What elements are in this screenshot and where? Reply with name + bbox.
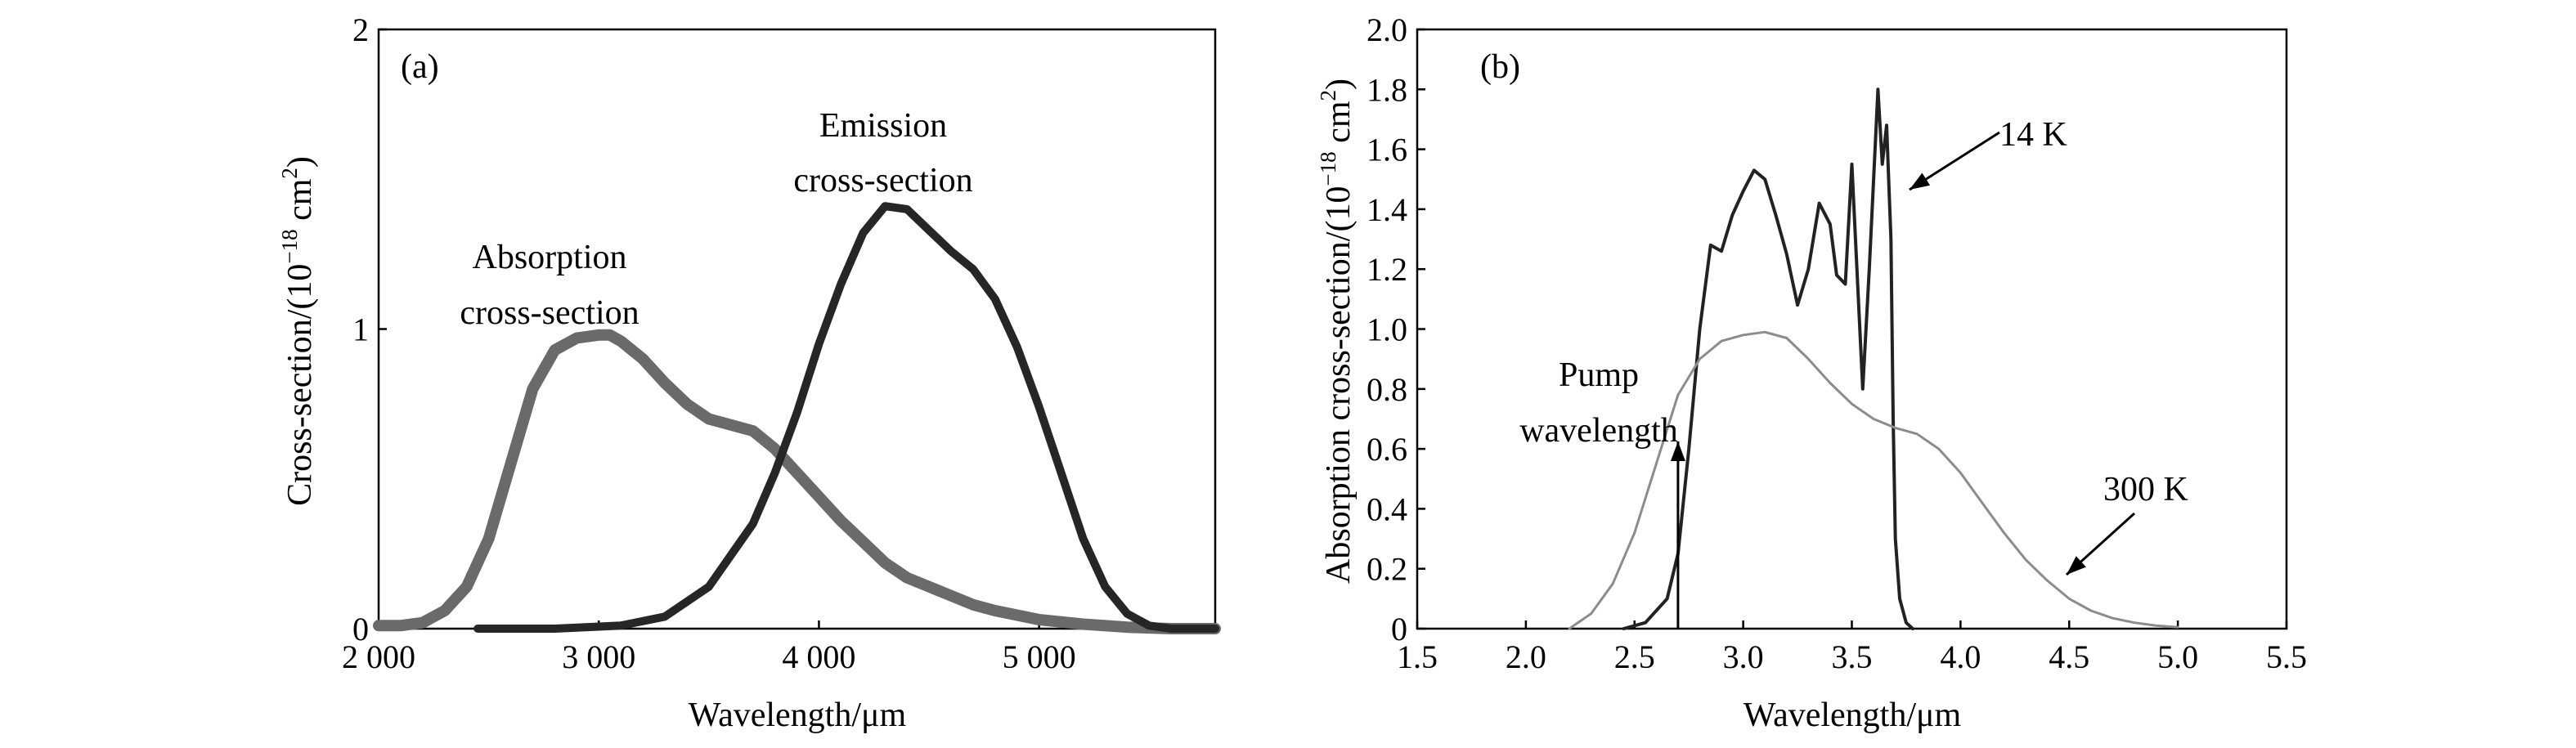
panel-a-curves [373, 202, 1221, 634]
x-tick-label: 4.0 [1940, 638, 1981, 675]
y-tick-label: 2.0 [1367, 11, 1407, 48]
x-tick-label: 1.5 [1397, 638, 1438, 675]
emission-annotation-line1: Emission [819, 107, 947, 145]
panel-b-ticks: 1.5 2.0 2.5 3.0 3.5 4.0 4.5 5.0 5.5 0 0.2 0.4 0.6 0.8… [1367, 11, 2307, 675]
x-tick-label: 4.5 [2049, 638, 2089, 675]
pump-annotation-line1: Pump [1559, 356, 1639, 394]
x-tick-label: 5.5 [2266, 638, 2307, 675]
x-tick-label: 3.0 [1723, 638, 1764, 675]
panel-b-label: (b) [1480, 48, 1520, 86]
panel-b-frame [1416, 28, 2288, 630]
series-14k-annotation: 14 K [1999, 116, 2067, 154]
y-tick-label: 0.8 [1367, 371, 1407, 408]
y-tick-label: 1.2 [1367, 251, 1407, 288]
x-tick-label: 5.0 [2157, 638, 2198, 675]
panel-b-chart: (b) 1.5 2.0 2.5 3.0 3.5 4.0 4.5 5.0 5.5 0 0.2 0.4 0.… [1316, 11, 2307, 734]
panel-b-x-axis-label: Wavelength/μm [1744, 696, 1962, 734]
y-tick-label: 0.4 [1367, 490, 1407, 527]
x-tick-label: 5 000 [1003, 638, 1076, 675]
emission-annotation-line2: cross-section [793, 162, 972, 199]
y-tick-label: 1.8 [1367, 71, 1407, 108]
panel-a-x-axis-label: Wavelength/μm [689, 696, 907, 734]
x-tick-label: 4 000 [782, 638, 855, 675]
panel-b-curves [1568, 87, 2179, 630]
x-tick-label: 3.5 [1832, 638, 1873, 675]
y-tick-label: 1.6 [1367, 132, 1407, 168]
series-line-0-1 [473, 202, 1219, 633]
y-tick-label: 0 [1391, 611, 1407, 647]
series-300k-annotation: 300 K [2103, 471, 2188, 508]
panel-a-label: (a) [401, 48, 439, 86]
panel-b-y-axis-label: Absorption cross-section/(10−18 cm2) [1316, 78, 1358, 584]
y-tick-label: 0.6 [1367, 431, 1407, 468]
panel-b-arrows [1670, 131, 2136, 629]
x-tick-label: 2.0 [1506, 638, 1546, 675]
panel-a-ticks: 2 000 3 000 4 000 5 000 0 1 2 [342, 11, 1076, 675]
x-tick-label: 3 000 [562, 638, 635, 675]
arrow-300k-head [2067, 556, 2086, 575]
pump-arrow-head [1670, 441, 1685, 461]
x-tick-label: 2 000 [342, 638, 415, 675]
series-line-1-1 [1568, 330, 2179, 630]
series-line-0-0 [373, 329, 1221, 634]
y-tick-label: 0 [352, 611, 369, 647]
absorption-annotation-line1: Absorption [473, 239, 627, 276]
absorption-annotation-line2: cross-section [460, 294, 639, 332]
arrow-14k-head [1910, 172, 1931, 190]
y-tick-label: 1 [352, 311, 369, 348]
y-tick-label: 2 [352, 11, 369, 48]
pump-annotation-line2: wavelength [1519, 412, 1678, 450]
y-tick-label: 1.4 [1367, 191, 1407, 228]
series-line-1-0 [1622, 87, 1914, 630]
y-tick-label: 0.2 [1367, 551, 1407, 588]
x-tick-label: 2.5 [1614, 638, 1655, 675]
panel-a-y-axis-label: Cross-section/(10−18 cm2) [277, 156, 319, 506]
panel-a-chart: (a) 2 000 3 000 4 000 5 000 0 1 2 Absorption c… [277, 11, 1221, 734]
y-tick-label: 1.0 [1367, 311, 1407, 348]
